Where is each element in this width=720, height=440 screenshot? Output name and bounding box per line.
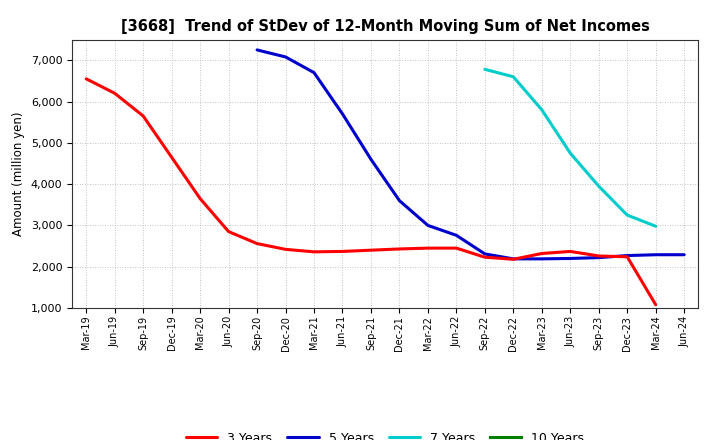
3 Years [310, 249, 318, 254]
7 Years [652, 224, 660, 229]
3 Years [225, 229, 233, 234]
5 Years [366, 157, 375, 162]
3 Years [480, 255, 489, 260]
3 Years [196, 196, 204, 201]
3 Years [110, 91, 119, 96]
5 Years [395, 198, 404, 203]
5 Years [423, 223, 432, 228]
Line: 3 Years: 3 Years [86, 79, 656, 304]
3 Years [82, 76, 91, 81]
Y-axis label: Amount (million yen): Amount (million yen) [12, 112, 25, 236]
Line: 5 Years: 5 Years [257, 50, 684, 259]
5 Years [253, 47, 261, 52]
Title: [3668]  Trend of StDev of 12-Month Moving Sum of Net Incomes: [3668] Trend of StDev of 12-Month Moving… [121, 19, 649, 34]
3 Years [623, 254, 631, 260]
3 Years [652, 302, 660, 307]
3 Years [282, 247, 290, 252]
7 Years [509, 74, 518, 79]
5 Years [452, 233, 461, 238]
3 Years [566, 249, 575, 254]
3 Years [537, 251, 546, 256]
5 Years [282, 54, 290, 59]
3 Years [423, 246, 432, 251]
3 Years [139, 114, 148, 119]
3 Years [509, 257, 518, 262]
5 Years [680, 252, 688, 257]
5 Years [652, 252, 660, 257]
5 Years [537, 256, 546, 261]
5 Years [480, 251, 489, 257]
7 Years [537, 107, 546, 113]
3 Years [452, 246, 461, 251]
7 Years [480, 67, 489, 72]
3 Years [253, 241, 261, 246]
3 Years [167, 154, 176, 160]
3 Years [338, 249, 347, 254]
5 Years [509, 256, 518, 261]
Legend: 3 Years, 5 Years, 7 Years, 10 Years: 3 Years, 5 Years, 7 Years, 10 Years [181, 427, 590, 440]
5 Years [595, 255, 603, 260]
7 Years [595, 183, 603, 189]
3 Years [395, 246, 404, 252]
7 Years [566, 150, 575, 156]
7 Years [623, 213, 631, 218]
3 Years [366, 248, 375, 253]
Line: 7 Years: 7 Years [485, 70, 656, 226]
5 Years [338, 111, 347, 117]
5 Years [566, 256, 575, 261]
5 Years [310, 70, 318, 75]
3 Years [595, 253, 603, 259]
5 Years [623, 253, 631, 258]
